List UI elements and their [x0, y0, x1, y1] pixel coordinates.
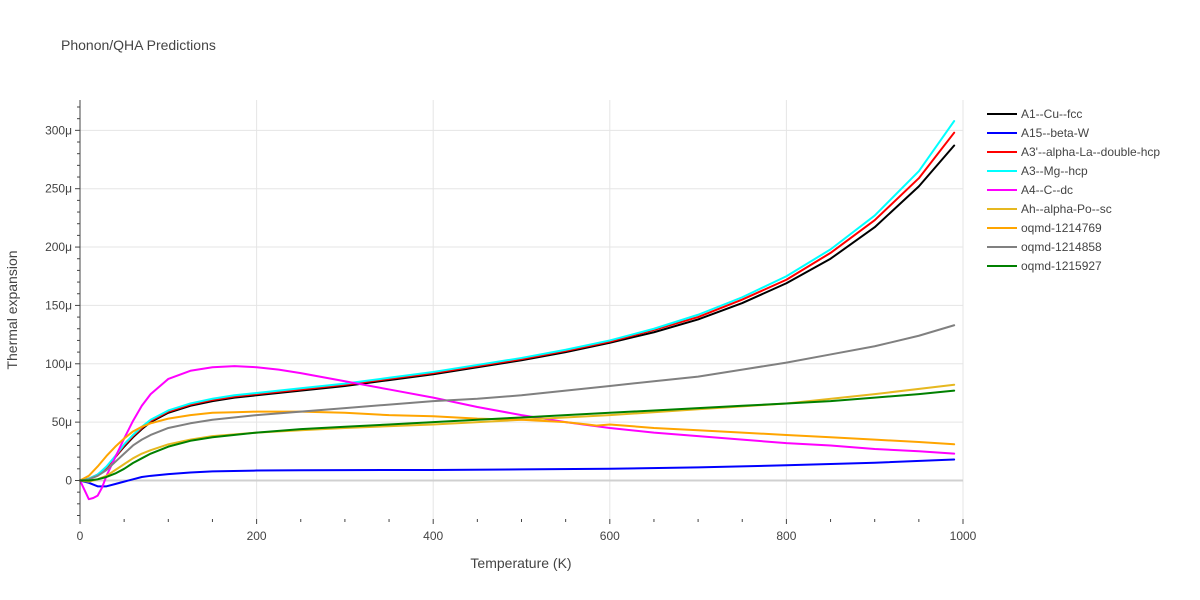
y-axis-title: Thermal expansion: [4, 250, 20, 369]
series-line-a3-alpha-la-double-hcp: [79, 131, 956, 482]
legend-label: Ah--alpha-Po--sc: [1021, 202, 1112, 216]
series-line-a4-c-dc: [79, 365, 956, 501]
legend-label: A3--Mg--hcp: [1021, 164, 1088, 178]
y-tick-label: 250μ: [45, 182, 72, 196]
x-tick-label: 800: [776, 529, 796, 543]
chart-title: Phonon/QHA Predictions: [61, 37, 216, 53]
legend-label: A4--C--dc: [1021, 183, 1073, 197]
series-line-oqmd-1214858: [79, 324, 956, 482]
legend-label: oqmd-1214858: [1021, 240, 1102, 254]
legend-item[interactable]: oqmd-1215927: [987, 259, 1102, 273]
series-line-oqmd-1214769: [79, 410, 956, 482]
legend-item[interactable]: oqmd-1214858: [987, 240, 1102, 254]
series-line-oqmd-1215927: [79, 389, 956, 482]
legend-item[interactable]: A3--Mg--hcp: [987, 164, 1088, 178]
legend-item[interactable]: A4--C--dc: [987, 183, 1073, 197]
y-tick-label: 150μ: [45, 298, 72, 312]
series-line-ah-alpha-po-sc: [79, 383, 956, 483]
axes: 0 200 400 600 800 1000 0 50μ 100μ 150μ 200μ 250μ 300…: [45, 100, 977, 543]
legend-item[interactable]: oqmd-1214769: [987, 221, 1102, 235]
x-tick-label: 1000: [950, 529, 977, 543]
legend: A1--Cu--fcc A15--beta-W A3'--alpha-La--dou…: [987, 107, 1160, 273]
legend-item[interactable]: A15--beta-W: [987, 126, 1090, 140]
y-tick-label: 300μ: [45, 123, 72, 137]
legend-label: A15--beta-W: [1021, 126, 1090, 140]
legend-label: A3'--alpha-La--double-hcp: [1021, 145, 1160, 159]
legend-label: oqmd-1215927: [1021, 259, 1102, 273]
y-tick-label: 200μ: [45, 240, 72, 254]
series-line-a15-beta-w: [79, 458, 956, 488]
y-tick-label: 0: [65, 473, 72, 487]
legend-item[interactable]: A3'--alpha-La--double-hcp: [987, 145, 1160, 159]
legend-item[interactable]: A1--Cu--fcc: [987, 107, 1082, 121]
x-tick-label: 200: [247, 529, 267, 543]
y-tick-label: 100μ: [45, 357, 72, 371]
x-tick-label: 600: [600, 529, 620, 543]
y-tick-label: 50μ: [52, 415, 72, 429]
x-tick-label: 0: [77, 529, 84, 543]
x-tick-label: 400: [423, 529, 443, 543]
series-line-a3-mg-hcp: [79, 120, 956, 482]
plot-area: [79, 120, 956, 501]
x-axis-title: Temperature (K): [470, 555, 571, 571]
series-line-a1-cu-fcc: [79, 144, 956, 482]
gridlines: [80, 100, 964, 519]
legend-label: A1--Cu--fcc: [1021, 107, 1082, 121]
legend-label: oqmd-1214769: [1021, 221, 1102, 235]
legend-item[interactable]: Ah--alpha-Po--sc: [987, 202, 1112, 216]
